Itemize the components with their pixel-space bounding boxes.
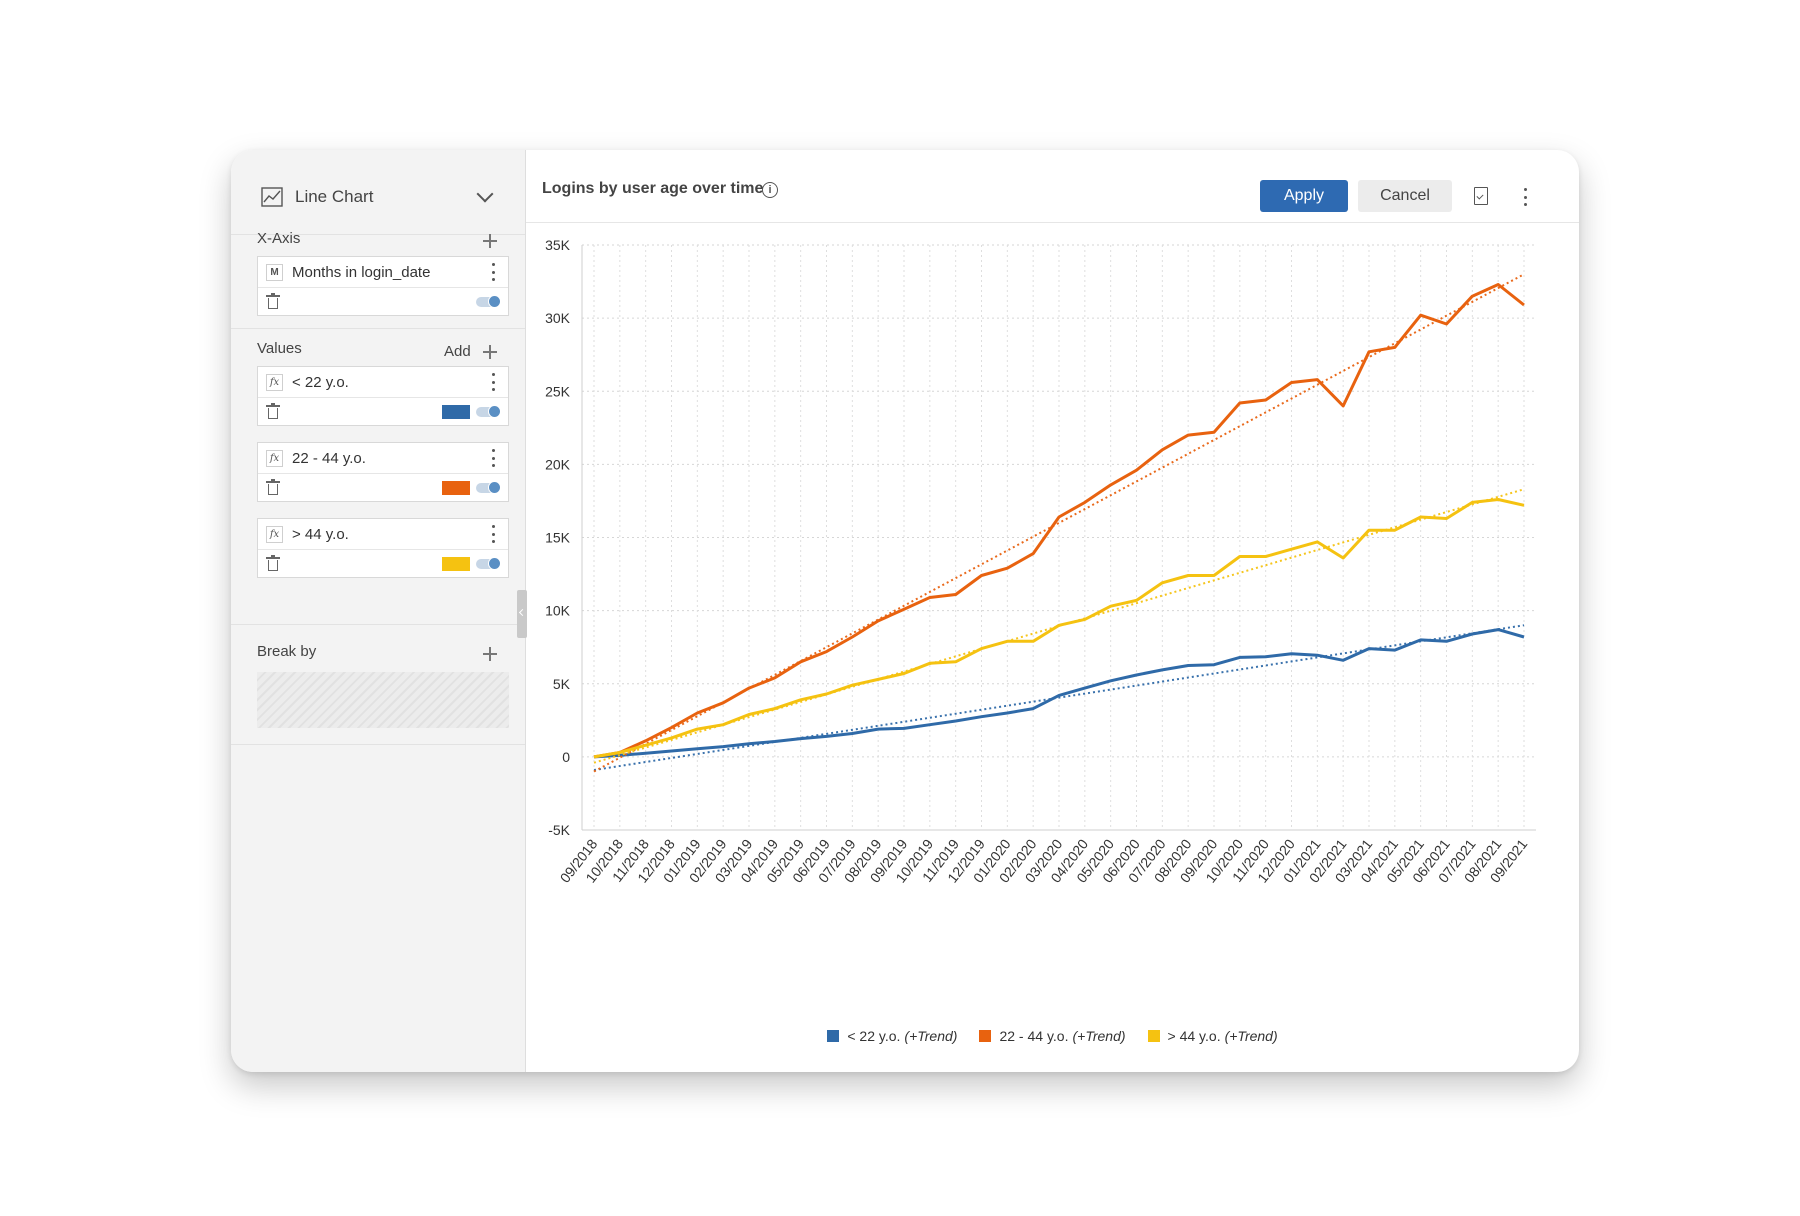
legend-trend-label: (+Trend) xyxy=(1224,1028,1278,1044)
add-x-axis-icon[interactable] xyxy=(483,234,497,248)
y-tick-label: 0 xyxy=(562,749,570,765)
apply-button[interactable]: Apply xyxy=(1260,180,1348,212)
break-by-dropzone[interactable] xyxy=(257,672,509,728)
divider xyxy=(231,328,525,329)
line-chart-icon xyxy=(261,187,283,207)
chart-legend: < 22 y.o. (+Trend) 22 - 44 y.o. (+Trend) > 4… xyxy=(526,1028,1579,1044)
y-tick-label: 10K xyxy=(545,603,571,619)
trash-icon[interactable] xyxy=(266,402,280,419)
legend-item[interactable]: < 22 y.o. (+Trend) xyxy=(827,1028,957,1044)
document-export-icon[interactable] xyxy=(1474,187,1488,205)
divider xyxy=(231,234,525,235)
chart-type-label: Line Chart xyxy=(295,187,374,206)
series-line xyxy=(593,498,1525,759)
series-color-swatch[interactable] xyxy=(442,556,470,571)
formula-badge-icon: fx xyxy=(266,525,283,543)
legend-label: < 22 y.o. xyxy=(847,1028,901,1044)
add-value-button[interactable]: Add xyxy=(444,343,471,360)
value-field[interactable]: fx 22 - 44 y.o. xyxy=(257,442,509,502)
add-break-by-icon[interactable] xyxy=(483,647,497,661)
y-tick-label: 30K xyxy=(545,310,571,326)
formula-badge-icon: fx xyxy=(266,449,283,467)
trend-line xyxy=(593,624,1525,772)
legend-swatch xyxy=(1147,1030,1160,1042)
legend-trend-label: (+Trend) xyxy=(904,1028,958,1044)
legend-label: 22 - 44 y.o. xyxy=(999,1028,1069,1044)
field-toggle[interactable] xyxy=(476,556,501,570)
x-axis-field-name: Months in login_date xyxy=(292,263,431,281)
y-tick-label: 20K xyxy=(545,456,571,472)
y-tick-label: 5K xyxy=(553,676,571,692)
legend-swatch xyxy=(979,1030,992,1042)
divider xyxy=(231,744,525,745)
trash-icon[interactable] xyxy=(266,478,280,495)
y-tick-label: 35K xyxy=(545,237,571,253)
chart-editor-window: Line Chart X-Axis M Months in login_date… xyxy=(231,150,1579,1072)
value-field-name: > 44 y.o. xyxy=(292,525,349,543)
info-icon[interactable]: i xyxy=(762,182,778,198)
settings-panel: Line Chart X-Axis M Months in login_date… xyxy=(231,150,527,1072)
legend-trend-label: (+Trend) xyxy=(1072,1028,1126,1044)
y-tick-label: -5K xyxy=(548,822,570,838)
field-toggle[interactable] xyxy=(476,480,501,494)
value-field[interactable]: fx < 22 y.o. xyxy=(257,366,509,426)
values-label: Values xyxy=(257,340,302,357)
measure-badge-icon: M xyxy=(266,263,283,281)
series-color-swatch[interactable] xyxy=(442,404,470,419)
field-menu-icon[interactable] xyxy=(486,525,500,543)
trend-line xyxy=(593,488,1525,764)
legend-item[interactable]: 22 - 44 y.o. (+Trend) xyxy=(979,1028,1126,1044)
cancel-button[interactable]: Cancel xyxy=(1358,180,1452,212)
field-menu-icon[interactable] xyxy=(486,449,500,467)
series-line xyxy=(593,283,1525,759)
divider xyxy=(231,624,525,625)
legend-label: > 44 y.o. xyxy=(1167,1028,1221,1044)
formula-badge-icon: fx xyxy=(266,373,283,391)
series-line xyxy=(593,628,1525,759)
value-field-name: 22 - 44 y.o. xyxy=(292,449,366,467)
break-by-label: Break by xyxy=(257,643,317,660)
field-toggle[interactable] xyxy=(476,404,501,418)
x-axis-field[interactable]: M Months in login_date xyxy=(257,256,509,316)
y-tick-label: 15K xyxy=(545,530,571,546)
field-menu-icon[interactable] xyxy=(486,263,500,281)
add-value-icon[interactable] xyxy=(483,345,497,359)
y-tick-label: 25K xyxy=(545,383,571,399)
chart-title: Logins by user age over time xyxy=(542,180,764,197)
value-field[interactable]: fx > 44 y.o. xyxy=(257,518,509,578)
legend-swatch xyxy=(827,1030,840,1042)
legend-item[interactable]: > 44 y.o. (+Trend) xyxy=(1147,1028,1278,1044)
line-chart: 35K30K25K20K15K10K5K0-5K09/201810/201811… xyxy=(545,237,1536,886)
collapse-panel-handle[interactable] xyxy=(517,590,527,638)
chevron-down-icon[interactable] xyxy=(476,185,494,203)
trash-icon[interactable] xyxy=(266,292,280,309)
more-options-icon[interactable] xyxy=(1518,188,1532,206)
field-toggle[interactable] xyxy=(476,294,501,308)
value-field-name: < 22 y.o. xyxy=(292,373,349,391)
trash-icon[interactable] xyxy=(266,554,280,571)
field-menu-icon[interactable] xyxy=(486,373,500,391)
chart-header: Logins by user age over time i Apply Can… xyxy=(526,150,1579,223)
x-axis-label: X-Axis xyxy=(257,230,301,247)
chart-type-selector[interactable]: Line Chart xyxy=(261,182,497,212)
series-color-swatch[interactable] xyxy=(442,480,470,495)
